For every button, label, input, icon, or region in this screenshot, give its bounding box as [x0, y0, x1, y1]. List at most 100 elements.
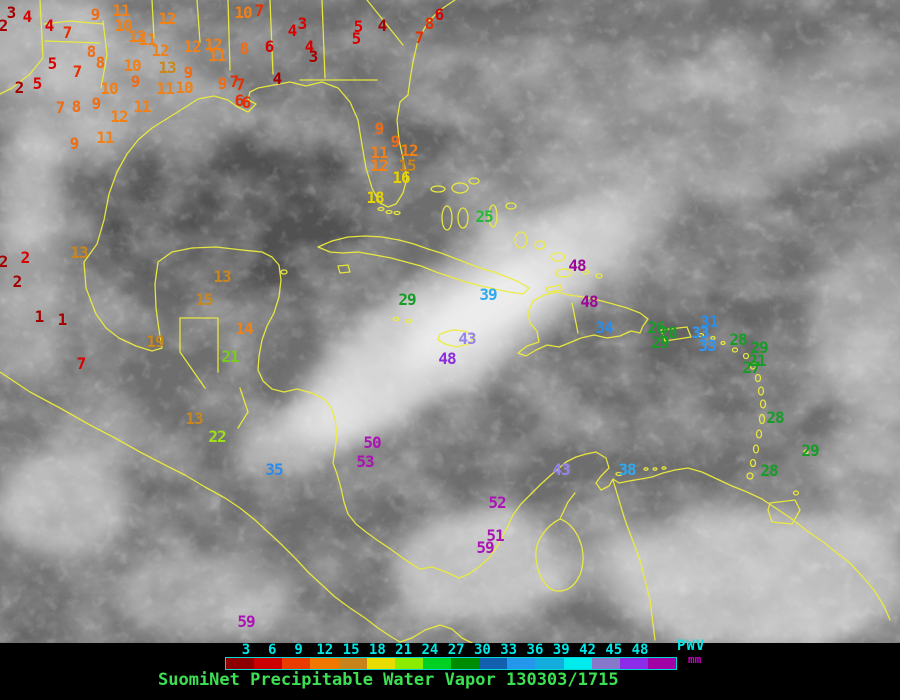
station-pwv-value: 29	[398, 290, 416, 309]
station-pwv-value: 8	[71, 97, 82, 116]
colorbar-tick-label: 27	[447, 642, 465, 658]
state-border	[321, 0, 326, 79]
colorbar-tick-label: 42	[579, 642, 596, 658]
colorbar-tick-label: 33	[500, 642, 518, 658]
station-pwv-value: 8	[86, 42, 97, 61]
station-pwv-value: 6	[434, 5, 445, 24]
station-pwv-value: 29	[801, 441, 819, 460]
station-pwv-value: 48	[580, 292, 598, 311]
station-pwv-value: 7	[229, 72, 240, 91]
station-pwv-value: 12	[151, 41, 169, 60]
station-pwv-value: 4	[44, 16, 55, 35]
state-border	[100, 20, 108, 89]
station-pwv-value: 2	[20, 248, 31, 267]
cuba-coastline	[317, 235, 530, 295]
colorbar-tick-label: 30	[473, 642, 491, 658]
station-pwv-value: 9	[183, 63, 194, 82]
colorbar-tick-label: 12	[316, 642, 334, 658]
station-pwv-value: 26	[647, 318, 665, 337]
station-pwv-value: 2	[0, 252, 8, 271]
colorbar-segment	[394, 658, 423, 669]
station-pwv-value: 34	[595, 318, 613, 337]
hispaniola-coastline	[517, 291, 649, 357]
station-pwv-value: 7	[55, 98, 66, 117]
station-pwv-value: 27	[742, 358, 760, 377]
station-pwv-value: 1	[57, 310, 68, 329]
station-pwv-value: 10	[175, 78, 193, 97]
station-pwv-value: 8	[239, 39, 250, 58]
colorbar-tick-label: 21	[395, 642, 413, 658]
station-pwv-value: 10	[114, 16, 132, 35]
station-pwv-value: 7	[76, 354, 87, 373]
station-pwv-value: 43	[458, 329, 476, 348]
station-pwv-value: 21	[748, 351, 766, 370]
station-pwv-value: 10	[123, 56, 141, 75]
station-pwv-value: 4	[304, 37, 315, 56]
station-pwv-value: 7	[72, 62, 83, 81]
colorbar-segment	[226, 658, 255, 669]
station-pwv-value: 4	[22, 7, 33, 26]
colorbar-tick-label: 39	[552, 642, 570, 658]
station-pwv-value: 12	[370, 156, 388, 175]
station-pwv-value: 12	[110, 107, 128, 126]
station-values-layer: 3 4 2 4 7 9 11 10 12 12 11 12 8 5 7 8 10 13 9 12 2 5 7 8 9 10 9 11 1…	[0, 1, 820, 630]
bahamas-islands	[430, 177, 603, 279]
station-pwv-value: 7	[235, 75, 246, 94]
station-pwv-value: 28	[766, 408, 784, 427]
pwv-unit-label: PWV	[677, 638, 706, 654]
station-pwv-value: 9	[130, 72, 141, 91]
station-pwv-value: 12	[128, 27, 146, 46]
colorbar-tick-label: 15	[342, 642, 360, 658]
station-pwv-value: 4	[287, 21, 298, 40]
station-pwv-value: 5	[353, 17, 364, 36]
station-pwv-value: 5	[32, 74, 43, 93]
colorbar-tick-label: 18	[368, 642, 386, 658]
station-pwv-value: 6	[234, 91, 245, 110]
station-pwv-value: 50	[363, 433, 381, 452]
station-pwv-value: 7	[414, 28, 425, 47]
station-pwv-value: 43	[552, 460, 570, 479]
station-pwv-value: 12	[183, 37, 201, 56]
coastline-overlay	[0, 0, 891, 643]
station-pwv-value: 3	[6, 3, 17, 22]
station-pwv-value: 10	[234, 3, 252, 22]
station-pwv-value: 18	[366, 188, 384, 207]
station-pwv-value: 4	[272, 69, 283, 88]
station-pwv-value: 1	[34, 307, 45, 326]
guatemala-belize-border	[179, 317, 219, 373]
colorbar-tick-label: 6	[268, 642, 277, 658]
state-border	[43, 20, 104, 25]
colorbar-segment	[479, 658, 508, 669]
colorbar-segment	[451, 658, 480, 669]
hispaniola-border	[571, 302, 579, 334]
station-pwv-value: 19	[146, 332, 164, 351]
station-pwv-value: 9	[390, 132, 401, 151]
trinidad-coastline	[767, 499, 801, 525]
colorbar-segment	[563, 658, 592, 669]
mexico-guatemala-border	[179, 317, 206, 389]
station-pwv-value: 5	[47, 54, 58, 73]
puerto-rico-coastline	[660, 326, 692, 342]
colorbar-segment	[338, 658, 367, 669]
station-pwv-value: 12	[204, 35, 222, 54]
state-border	[196, 0, 201, 43]
station-pwv-value: 13	[70, 243, 88, 262]
station-pwv-value: 16	[392, 168, 410, 187]
lesser-antilles-islands	[615, 332, 809, 496]
station-pwv-value: 59	[476, 538, 494, 557]
colorbar-segment	[254, 658, 283, 669]
colorbar-segment	[282, 658, 311, 669]
colorbar-segment	[507, 658, 536, 669]
station-pwv-value: 48	[568, 256, 586, 275]
state-border	[151, 0, 155, 39]
station-pwv-value: 3	[308, 47, 319, 66]
map-title: SuomiNet Precipitable Water Vapor 130303…	[158, 670, 619, 690]
colorbar-tick-label: 45	[605, 642, 623, 658]
station-pwv-value: 28	[729, 330, 747, 349]
station-pwv-value: 2	[14, 78, 25, 97]
pwv-unit-sub-label: mm	[688, 653, 702, 666]
florida-keys-and-caymans	[280, 206, 413, 324]
station-pwv-value: 9	[90, 5, 101, 24]
station-pwv-value: 11	[370, 143, 388, 162]
station-pwv-value: 7	[254, 1, 265, 20]
